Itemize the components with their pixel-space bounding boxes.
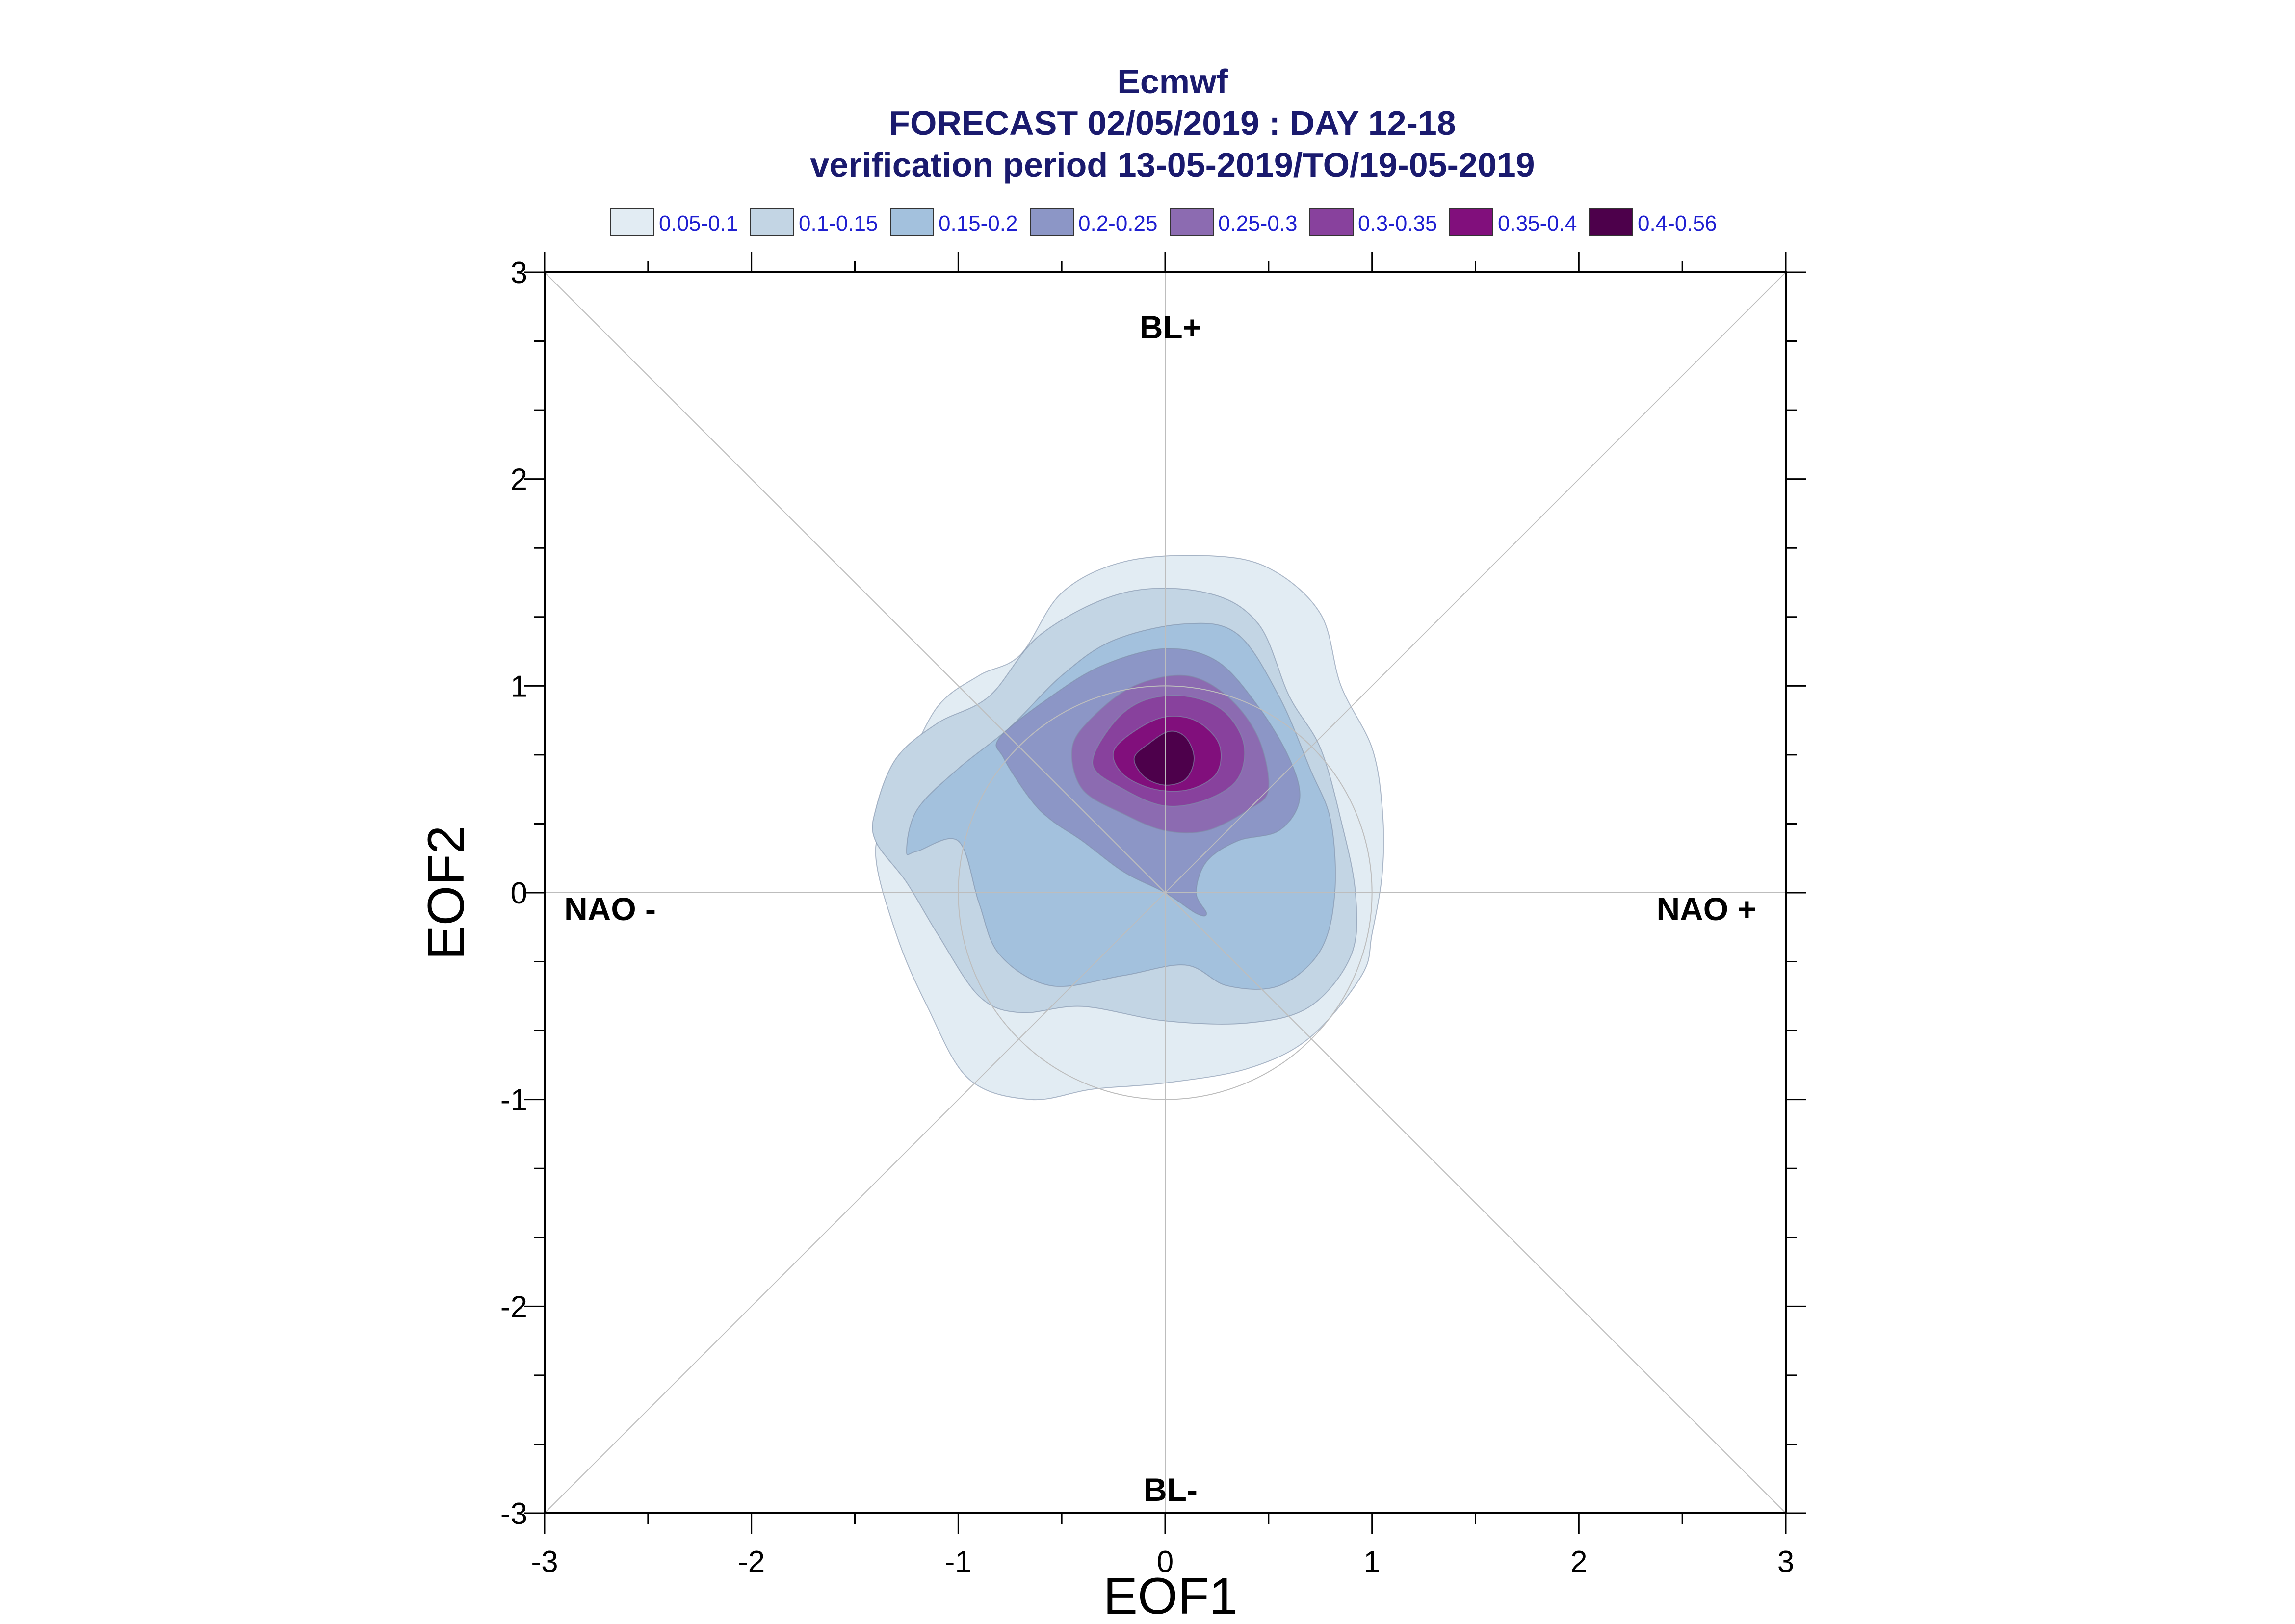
legend-label: 0.4-0.56 (1638, 211, 1717, 235)
y-tick-label: -3 (500, 1497, 527, 1531)
regime-label-bl-plus: BL+ (1140, 309, 1202, 345)
legend-swatch (1170, 208, 1214, 236)
y-tick-label: 1 (511, 670, 527, 703)
x-tick-label: -2 (738, 1545, 765, 1579)
legend-label: 0.05-0.1 (659, 211, 738, 235)
regime-label-nao-plus: NAO + (1656, 891, 1756, 927)
regime-label-bl-minus: BL- (1144, 1471, 1198, 1508)
legend-swatch (890, 208, 934, 236)
y-tick-label: 3 (511, 256, 527, 290)
y-tick-label: -2 (500, 1290, 527, 1324)
density-contour (1133, 730, 1195, 786)
legend-swatch (610, 208, 654, 236)
regime-label-nao-minus: NAO - (564, 891, 656, 927)
x-tick-label: 1 (1363, 1545, 1380, 1579)
x-axis-ticks: -3 -2 -1 0 1 2 3 (531, 1545, 1794, 1579)
guide-lines (544, 272, 1786, 1514)
plot-frame (524, 252, 1806, 1534)
x-tick-label: -1 (945, 1545, 972, 1579)
x-tick-label: 2 (1570, 1545, 1587, 1579)
legend-swatch (1030, 208, 1074, 236)
legend-label: 0.15-0.2 (939, 211, 1017, 235)
legend-swatch (1449, 208, 1493, 236)
legend-swatch (750, 208, 794, 236)
legend-label: 0.35-0.4 (1498, 211, 1577, 235)
reference-circle (958, 685, 1373, 1100)
y-tick-label: -1 (500, 1083, 527, 1117)
legend-label: 0.2-0.25 (1078, 211, 1157, 235)
y-axis-title: EOF2 (417, 825, 475, 960)
legend: 0.05-0.1 0.1-0.15 0.15-0.2 0.2-0.25 0.25-0.3… (610, 208, 1717, 236)
plot-area (524, 252, 1806, 1534)
legend-swatch (1589, 208, 1633, 236)
density-contours (872, 554, 1384, 1101)
chart-subtitle-forecast: FORECAST 02/05/2019 : DAY 12-18 (889, 104, 1456, 142)
legend-label: 0.3-0.35 (1358, 211, 1437, 235)
y-axis-ticks: -3 -2 -1 0 1 2 3 (500, 256, 527, 1531)
legend-label: 0.1-0.15 (799, 211, 878, 235)
legend-swatch (1309, 208, 1354, 236)
x-axis-title: EOF1 (1103, 1568, 1238, 1624)
x-tick-label: -3 (531, 1545, 558, 1579)
y-tick-label: 2 (511, 463, 527, 497)
x-tick-label: 0 (1157, 1545, 1174, 1579)
chart-subtitle-verification: verification period 13-05-2019/TO/19-05-… (810, 146, 1535, 184)
legend-label: 0.25-0.3 (1218, 211, 1297, 235)
chart-title: Ecmwf (1117, 62, 1228, 101)
y-tick-label: 0 (511, 876, 527, 910)
x-tick-label: 3 (1777, 1545, 1794, 1579)
